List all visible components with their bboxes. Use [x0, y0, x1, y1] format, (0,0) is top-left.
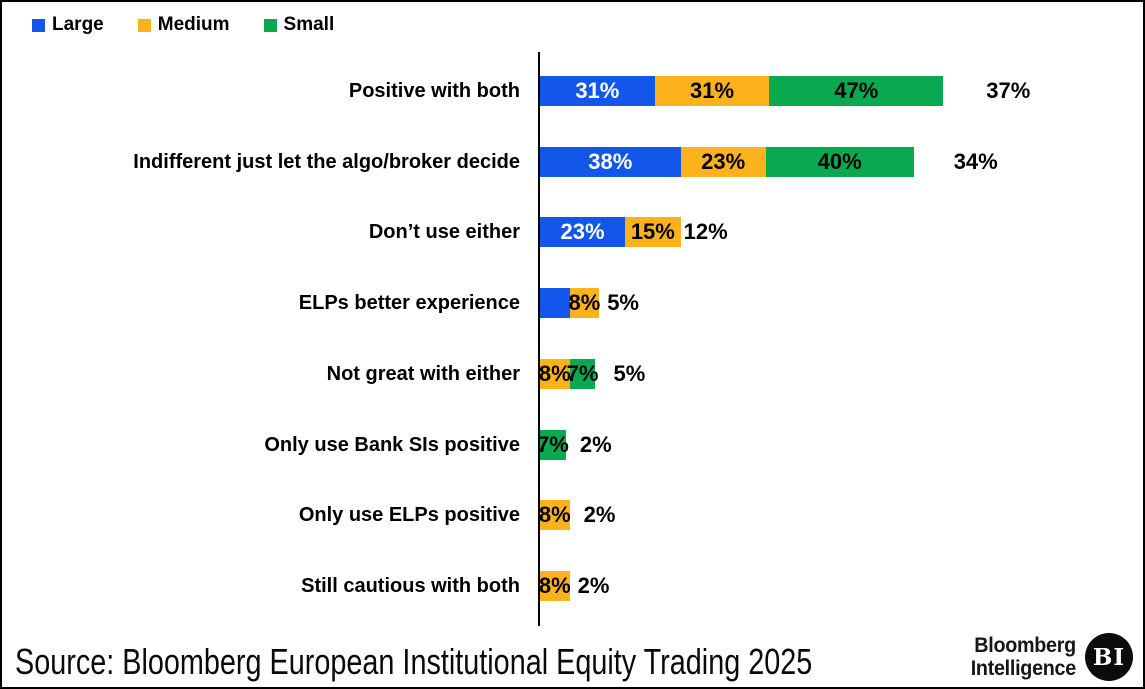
source-text: Source: Bloomberg European Institutional…: [15, 641, 813, 682]
stacked-bar: 8% 7% 5%: [538, 358, 646, 389]
segment-value-label: 40%: [817, 148, 862, 174]
category-label: Only use ELPs positive: [298, 504, 520, 527]
segment-value-label: 7%: [566, 360, 599, 386]
stacked-bar: 31% 31% 47% 37%: [540, 76, 1030, 106]
row-total-label: 5%: [613, 360, 646, 386]
stacked-bar: 38% 23% 40% 34%: [540, 146, 998, 177]
category-label: Only use Bank SIs positive: [264, 433, 520, 456]
bar-segment-medium: 8%: [568, 288, 601, 319]
legend-item-medium: Medium: [137, 14, 230, 36]
bar-segment-medium: 15%: [625, 217, 681, 248]
logo-line-2: Intelligence: [970, 657, 1077, 680]
legend-label-large: Large: [52, 14, 104, 35]
stacked-bar: 8% 5%: [540, 288, 639, 319]
segment-value-label: 38%: [588, 148, 633, 174]
bar-segment-medium: 8%: [538, 500, 571, 531]
bar-segment-medium: 31%: [654, 76, 770, 106]
bar-segment-small: 7%: [566, 358, 599, 389]
bar-row: Only use Bank SIs positive 7% 2%: [2, 429, 1145, 460]
segment-value-label: 8%: [538, 360, 571, 386]
segment-value-label: 8%: [568, 290, 601, 316]
footer: Source: Bloomberg European Institutional…: [2, 627, 1143, 687]
plot-area: Positive with both 31% 31% 47% 37% Indifferen…: [2, 2, 1145, 632]
bloomberg-intelligence-wordmark: Bloomberg Intelligence: [970, 634, 1077, 680]
bi-badge-icon: BI: [1085, 633, 1133, 681]
bar-row: Positive with both 31% 31% 47% 37%: [2, 76, 1145, 106]
category-label: Indifferent just let the algo/broker dec…: [133, 150, 520, 173]
segment-value-label: 7%: [537, 431, 569, 457]
bar-segment-large: 23%: [540, 217, 626, 248]
category-label: Positive with both: [348, 80, 520, 102]
stacked-bar: 7% 2%: [537, 429, 612, 460]
bar-row: Not great with either 8% 7% 5%: [2, 358, 1145, 389]
segment-value-label: 15%: [630, 219, 675, 245]
bi-badge-text: BI: [1092, 643, 1126, 671]
segment-value-label: 47%: [834, 78, 879, 103]
stacked-bar: 8% 2%: [538, 500, 616, 531]
bar-segment-large: 31%: [540, 76, 655, 106]
bar-segment-medium: 8%: [538, 358, 571, 389]
category-axis-line: [538, 52, 540, 626]
row-total-label: 12%: [683, 219, 728, 245]
stacked-bar: 8% 2%: [538, 570, 610, 601]
stacked-bar: 23% 15% 12%: [540, 217, 728, 248]
bar-segment-large: 38%: [540, 146, 681, 177]
bar-row: Only use ELPs positive 8% 2%: [2, 500, 1145, 531]
legend-label-medium: Medium: [157, 14, 230, 35]
bar-row: Don’t use either 23% 15% 12%: [2, 217, 1145, 248]
bar-row: Indifferent just let the algo/broker dec…: [2, 146, 1145, 177]
legend-item-small: Small: [263, 14, 335, 36]
segment-value-label: 23%: [701, 148, 746, 174]
bar-segment-small: 7%: [537, 429, 569, 460]
bar-segment-small: 47%: [769, 76, 944, 106]
segment-value-label: 31%: [575, 78, 620, 103]
category-label: Don’t use either: [368, 221, 520, 244]
row-total-label: 2%: [579, 431, 612, 457]
logo-line-1: Bloomberg: [974, 634, 1076, 657]
row-total-label: 37%: [986, 78, 1031, 103]
legend: Large Medium Small: [32, 14, 334, 36]
bar-row: ELPs better experience 8% 5%: [2, 288, 1145, 319]
bar-row: Still cautious with both 8% 2%: [2, 570, 1145, 601]
bar-segment-small: 40%: [765, 146, 914, 177]
category-label: Not great with either: [326, 362, 520, 385]
category-label: ELPs better experience: [298, 292, 520, 315]
legend-label-small: Small: [283, 14, 335, 35]
legend-item-large: Large: [32, 14, 104, 36]
legend-swatch-small: [263, 18, 277, 32]
segment-value-label: 23%: [560, 219, 605, 245]
row-total-label: 34%: [953, 148, 998, 174]
bar-segment-medium: 23%: [680, 146, 766, 177]
row-total-label: 2%: [583, 502, 616, 528]
category-label: Still cautious with both: [301, 574, 520, 597]
segment-value-label: 8%: [538, 572, 571, 598]
row-total-label: 2%: [577, 572, 610, 598]
row-total-label: 5%: [607, 290, 639, 316]
segment-value-label: 8%: [538, 502, 571, 528]
bloomberg-intelligence-logo: Bloomberg Intelligence BI: [964, 633, 1133, 681]
legend-swatch-large: [32, 18, 45, 32]
bar-segment-large: [540, 288, 570, 319]
bar-segment-medium: 8%: [538, 570, 571, 601]
legend-swatch-medium: [137, 18, 151, 32]
segment-value-label: 31%: [690, 78, 735, 103]
